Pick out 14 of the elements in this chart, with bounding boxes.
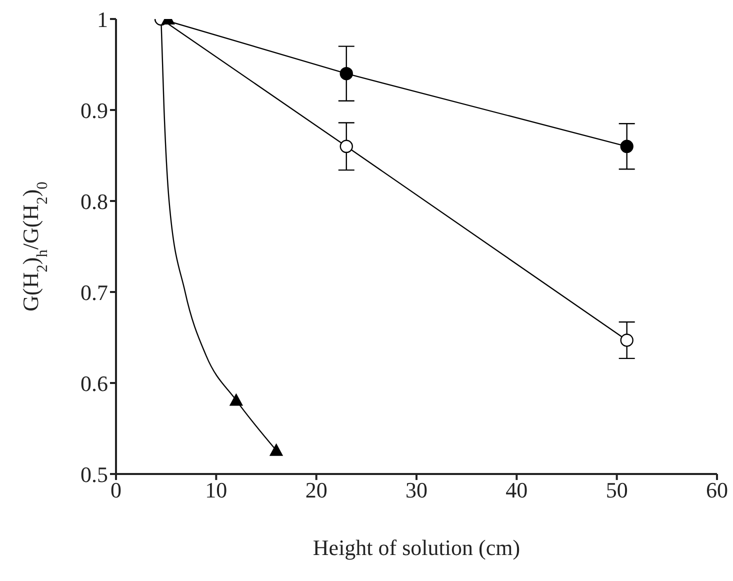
y-tick-label: 1: [97, 6, 108, 32]
x-tick-label: 30: [406, 478, 428, 503]
y-tick-label: 0.7: [80, 280, 108, 305]
x-tick-label: 10: [205, 478, 228, 503]
x-tick-label: 40: [506, 478, 528, 503]
x-axis-title: Height of solution (cm): [312, 535, 520, 560]
x-tick-label: 50: [606, 478, 628, 503]
x-tick-label: 0: [110, 478, 122, 503]
y-tick-label: 0.8: [80, 188, 108, 214]
y-tick-label: 0.6: [80, 370, 108, 396]
x-tick-label: 20: [305, 478, 328, 503]
y-tick-label: 0.5: [80, 462, 108, 487]
x-tick-label: 60: [706, 478, 728, 503]
y-tick-label: 0.9: [80, 98, 108, 123]
